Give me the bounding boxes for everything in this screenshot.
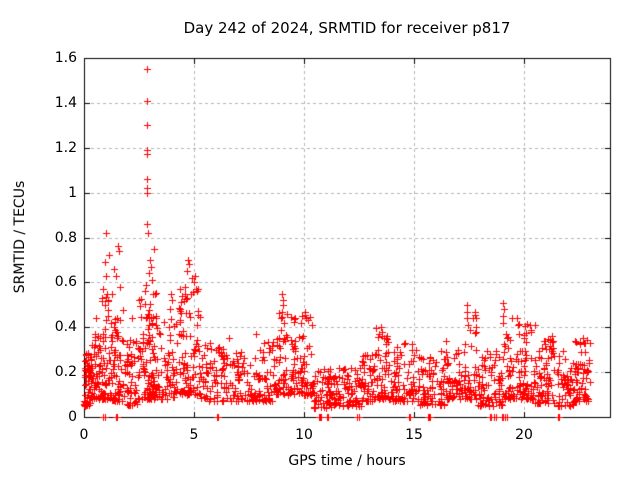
x-axis-label: GPS time / hours — [288, 453, 406, 469]
y-tick-label: 1.2 — [54, 140, 77, 156]
y-tick-label: 1.4 — [54, 95, 77, 111]
x-tick-label: 10 — [295, 427, 313, 443]
y-tick-label: 0.2 — [54, 364, 77, 380]
y-tick-label: 1 — [68, 185, 77, 201]
x-tick-label: 0 — [79, 427, 89, 443]
y-tick-label: 0.4 — [54, 319, 77, 335]
x-tick-label: 20 — [515, 427, 533, 443]
y-tick-label: 0.6 — [54, 274, 77, 290]
x-tick-label: 5 — [189, 427, 199, 443]
x-tick-label: 15 — [405, 427, 423, 443]
y-tick-label: 0 — [68, 409, 77, 425]
y-tick-label: 0.8 — [54, 230, 77, 246]
chart-title: Day 242 of 2024, SRMTID for receiver p81… — [183, 19, 511, 37]
y-tick-label: 1.6 — [54, 50, 77, 66]
